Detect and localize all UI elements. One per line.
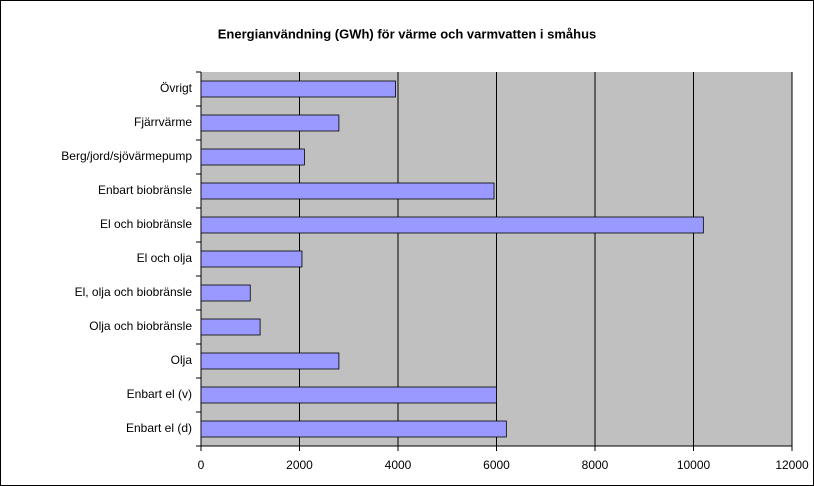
bar: [200, 114, 340, 132]
y-tick-label: Enbart el (d): [126, 421, 192, 435]
bar: [200, 148, 305, 166]
y-tick-label: Berg/jord/sjövärmepump: [61, 149, 192, 163]
y-tick-label: Övrigt: [160, 81, 193, 95]
bar: [200, 182, 495, 200]
bar: [200, 386, 497, 404]
y-tick-label: Olja: [171, 353, 193, 367]
bar: [200, 80, 396, 98]
y-tick-label: Enbart biobränsle: [98, 183, 192, 197]
y-tick-label: El och biobränsle: [100, 217, 192, 231]
bar: [200, 420, 507, 438]
y-tick-label: El, olja och biobränsle: [75, 285, 193, 299]
x-tick-label: 6000: [483, 458, 510, 472]
chart-title: Energianvändning (GWh) för värme och var…: [218, 26, 597, 41]
y-tick-label: Enbart el (v): [127, 387, 192, 401]
bar: [200, 352, 340, 370]
y-tick-label: El och olja: [137, 251, 193, 265]
y-tick-label: Olja och biobränsle: [89, 319, 192, 333]
x-tick-label: 8000: [582, 458, 609, 472]
x-tick-label: 10000: [677, 458, 711, 472]
bar: [200, 318, 261, 336]
x-tick-label: 12000: [775, 458, 809, 472]
y-tick-label: Fjärrvärme: [134, 115, 192, 129]
bar: [200, 216, 704, 234]
x-tick-label: 4000: [385, 458, 412, 472]
x-tick-label: 2000: [286, 458, 313, 472]
bar: [200, 250, 303, 268]
bar: [200, 284, 251, 302]
x-tick-label: 0: [198, 458, 205, 472]
